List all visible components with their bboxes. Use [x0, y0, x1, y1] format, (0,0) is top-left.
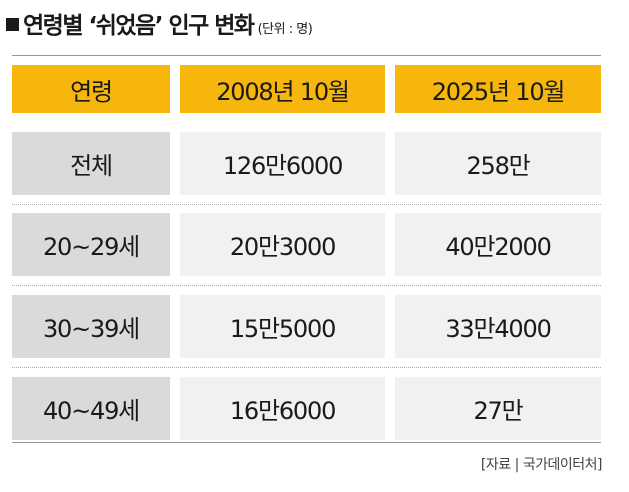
table-cell: 258만: [395, 132, 601, 195]
table-cell: 40만2000: [395, 213, 601, 276]
table-cell: 16만6000: [180, 377, 385, 440]
table-cell: 20만3000: [180, 213, 385, 276]
source: [자료 | 국가데이터처]: [480, 457, 603, 473]
table-cell: 33만4000: [395, 295, 601, 358]
top-rule: [12, 55, 601, 56]
table-cell: 27만: [395, 377, 601, 440]
unit: (단위 : 명): [257, 22, 313, 37]
row-label: 전체: [12, 132, 170, 195]
table-cell: 15만5000: [180, 295, 385, 358]
title-block: 연령별 ‘쉬었음’ 인구 변화 (단위 : 명): [6, 6, 313, 40]
header-cell: 2008년 10월: [180, 65, 385, 113]
row-separator: [12, 285, 601, 286]
row-label: 30~39세: [12, 295, 170, 358]
table-cell: 126만6000: [180, 132, 385, 195]
header-cell: 연령: [12, 65, 170, 113]
title: 연령별 ‘쉬었음’ 인구 변화: [23, 13, 255, 39]
header-cell: 2025년 10월: [395, 65, 601, 113]
row-label: 20~29세: [12, 213, 170, 276]
title-bullet: [6, 18, 19, 31]
bottom-rule: [12, 442, 601, 443]
row-separator: [12, 204, 601, 205]
row-separator: [12, 367, 601, 368]
row-label: 40~49세: [12, 377, 170, 440]
